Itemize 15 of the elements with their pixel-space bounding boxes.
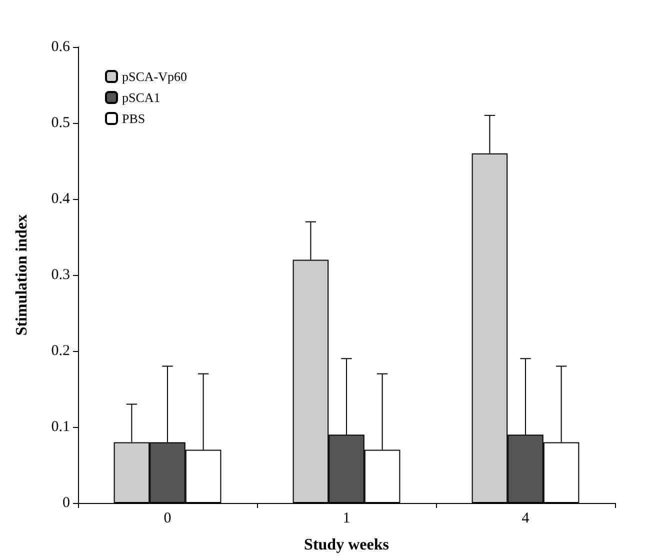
legend-label: pSCA-Vp60 (122, 69, 188, 84)
y-tick-label: 0.1 (51, 419, 70, 435)
y-tick-label: 0.6 (51, 39, 70, 55)
y-tick-label: 0.3 (51, 267, 70, 283)
legend-label: PBS (122, 111, 146, 126)
x-tick-label: 1 (342, 510, 350, 526)
x-axis-title: Study weeks (304, 536, 389, 554)
x-tick-label: 4 (522, 510, 530, 526)
y-tick-label: 0.5 (51, 115, 70, 131)
x-tick-label: 0 (164, 510, 172, 526)
legend-label: pSCA1 (122, 90, 160, 105)
y-tick-label: 0.2 (51, 343, 70, 359)
y-tick-label: 0 (62, 495, 70, 511)
y-axis-title: Stimulation index (14, 214, 30, 336)
y-tick-label: 0.4 (51, 191, 70, 207)
